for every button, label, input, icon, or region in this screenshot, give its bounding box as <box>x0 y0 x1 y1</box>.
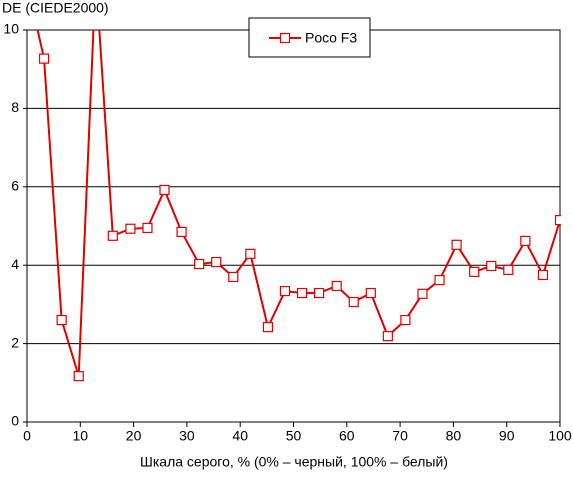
x-tick-label: 10 <box>73 428 89 444</box>
point <box>348 296 359 308</box>
point <box>554 215 561 226</box>
point <box>107 230 118 241</box>
point <box>194 258 205 270</box>
point <box>73 371 84 382</box>
x-tick-label: 60 <box>339 428 355 444</box>
x-tick-label: 30 <box>179 428 195 444</box>
point <box>520 235 531 246</box>
point <box>486 260 497 272</box>
legend-label: Poco F3 <box>305 30 357 46</box>
point <box>434 274 445 286</box>
point <box>142 222 153 234</box>
x-tick-label: 90 <box>499 428 515 444</box>
point <box>176 226 187 237</box>
x-tick-label: 50 <box>286 428 302 444</box>
point <box>331 280 342 292</box>
point <box>382 331 393 342</box>
point <box>365 287 376 299</box>
x-axis-label: Шкала серого, % (0% – черный, 100% – бел… <box>140 454 448 470</box>
point <box>125 223 136 234</box>
y-tick-label: 4 <box>11 256 19 272</box>
point <box>159 184 170 196</box>
point <box>400 314 411 326</box>
x-tick-label: 20 <box>126 428 142 444</box>
y-axis-label: DE (CIEDE2000) <box>2 0 109 16</box>
legend-marker <box>279 32 291 44</box>
plot-frame <box>26 29 561 423</box>
point <box>56 314 67 326</box>
point <box>38 53 50 64</box>
point <box>503 264 514 276</box>
x-tick-label: 70 <box>392 428 408 444</box>
x-tick-label: 0 <box>23 428 31 444</box>
x-tick-label: 40 <box>232 428 248 444</box>
point <box>279 285 291 297</box>
y-tick-label: 6 <box>11 178 19 194</box>
point <box>537 269 549 281</box>
y-tick-label: 2 <box>11 334 19 350</box>
y-tick-label: 8 <box>11 99 19 115</box>
y-tick-label: 0 <box>11 413 19 429</box>
point <box>451 239 462 250</box>
point <box>228 271 239 283</box>
x-tick-label: 100 <box>548 428 572 444</box>
point <box>417 288 428 299</box>
point <box>313 287 325 299</box>
point <box>469 266 480 277</box>
point <box>211 256 222 268</box>
plot-area <box>36 30 561 382</box>
point <box>296 287 308 299</box>
point <box>245 248 256 259</box>
point <box>262 322 274 333</box>
x-tick-label: 80 <box>446 428 462 444</box>
y-tick-label: 10 <box>3 21 19 37</box>
